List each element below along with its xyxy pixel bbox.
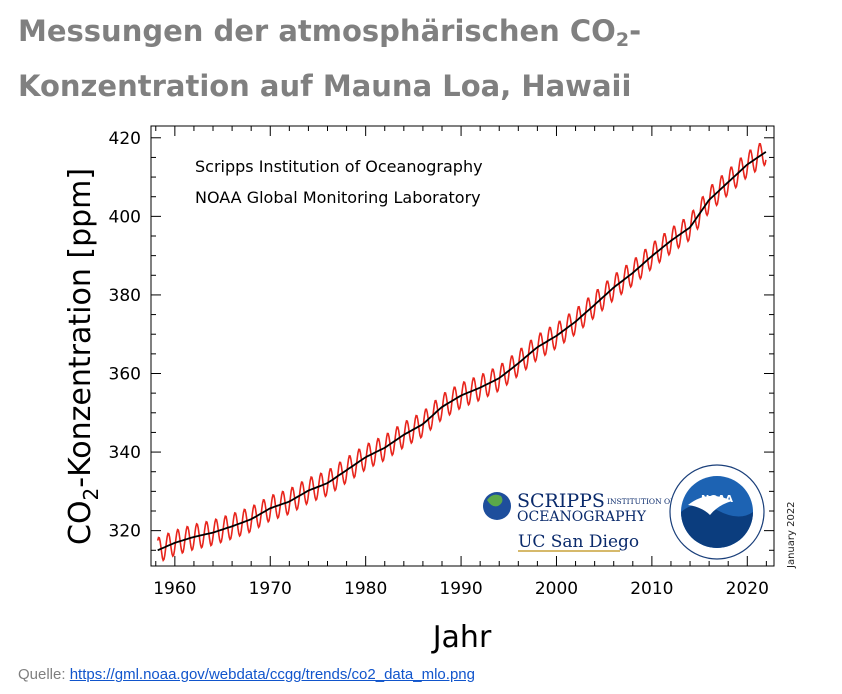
monthly-co2-line [156, 142, 767, 562]
page-title: Messungen der atmosphärischen CO2-Konzen… [18, 14, 642, 103]
y-tick-label: 420 [109, 129, 141, 149]
scripps-logo: SCRIPPS INSTITUTION OF OCEANOGRAPHY UC S… [483, 490, 675, 552]
trend-co2-line [157, 151, 767, 552]
source-link[interactable]: https://gml.noaa.gov/webdata/ccgg/trends… [69, 666, 475, 683]
x-tick-label: 2000 [535, 579, 578, 599]
scripps-name: SCRIPPS [517, 490, 605, 512]
source-line: Quelle: https://gml.noaa.gov/webdata/ccg… [18, 666, 475, 683]
x-tick-label: 2020 [726, 579, 769, 599]
y-tick-label: 340 [109, 443, 141, 463]
x-tick-label: 1990 [439, 579, 482, 599]
x-tick-label: 1970 [249, 579, 292, 599]
x-tick-label: 2010 [630, 579, 673, 599]
scripps-oceanography: OCEANOGRAPHY [517, 509, 647, 525]
x-axis-label: Jahr [431, 620, 492, 655]
scripps-small: INSTITUTION OF [607, 497, 675, 506]
annotation-scripps: Scripps Institution of Oceanography [195, 157, 483, 176]
y-axis-label: CO2-Konzentration [ppm] [63, 168, 103, 545]
x-tick-label: 1960 [153, 579, 196, 599]
x-tick-label: 1980 [344, 579, 387, 599]
noaa-text: NOAA [701, 494, 733, 505]
date-stamp: January 2022 [786, 501, 797, 569]
y-tick-label: 360 [109, 365, 141, 385]
y-tick-label: 320 [109, 522, 141, 542]
y-tick-label: 400 [109, 207, 141, 227]
plot-frame [150, 125, 775, 567]
annotation-noaa: NOAA Global Monitoring Laboratory [195, 188, 481, 207]
noaa-logo: NOAA [669, 464, 765, 560]
ucsd-logo-text: UC San Diego [518, 532, 639, 552]
y-tick-label: 380 [109, 286, 141, 306]
tick-labels: 1960 1970 1980 1990 2000 2010 2020 320 340 360 380… [109, 129, 769, 599]
axis-ticks [151, 126, 774, 566]
